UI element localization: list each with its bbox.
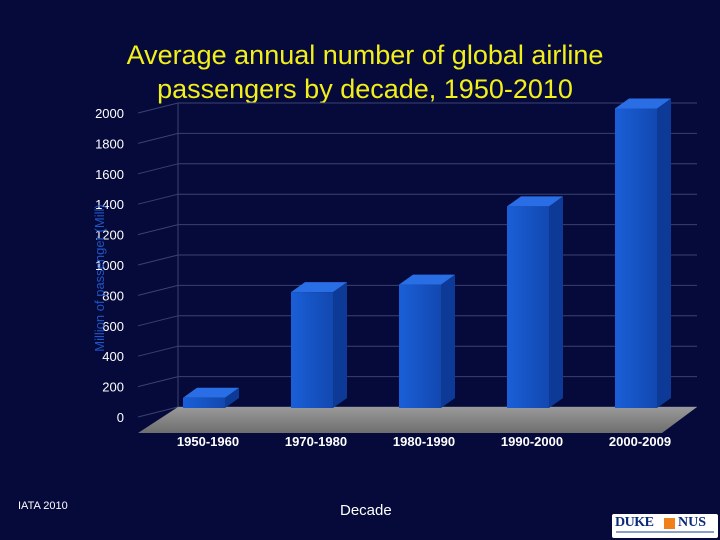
duke-nus-logo: DUKE NUS <box>612 514 718 538</box>
source-note: IATA 2010 <box>18 500 68 512</box>
bar <box>615 98 671 408</box>
logo-nus-text: NUS <box>678 515 707 530</box>
bar-side <box>549 196 563 408</box>
logo-mark-icon <box>664 518 675 529</box>
x-tick-labels: 1950-1960 1970-1980 1980-1990 1990-2000 2000… <box>177 434 671 449</box>
y-tick-label: 400 <box>102 349 124 364</box>
x-tick-label: 1970-1980 <box>285 434 347 449</box>
bar <box>291 282 347 408</box>
bars <box>183 98 671 408</box>
bar-top <box>399 274 455 285</box>
bar <box>183 387 239 408</box>
x-tick-label: 1950-1960 <box>177 434 239 449</box>
x-axis-label: Decade <box>340 502 392 519</box>
y-tick-label: 1000 <box>95 258 124 273</box>
y-tick-label: 1600 <box>95 167 124 182</box>
bar-front <box>399 284 441 408</box>
bar-front <box>291 292 333 408</box>
bar-side <box>225 387 239 408</box>
bar-side <box>333 282 347 408</box>
y-tick-label: 1200 <box>95 228 124 243</box>
bar-top <box>615 98 671 109</box>
y-tick-label: 2000 <box>95 106 124 121</box>
x-tick-label: 2000-2009 <box>609 434 671 449</box>
y-tick-label: 0 <box>117 410 124 425</box>
bar-top <box>507 196 563 207</box>
bar-top <box>291 282 347 293</box>
y-tick-label: 1800 <box>95 136 124 151</box>
bar-side <box>441 274 455 408</box>
chart-floor <box>138 407 697 433</box>
bar-side <box>657 98 671 408</box>
chart-title: Average annual number of global airline … <box>126 40 604 104</box>
x-tick-label: 1980-1990 <box>393 434 455 449</box>
bar-front <box>615 108 657 408</box>
y-tick-labels: 0 200 400 600 800 1000 1200 1400 1600 1800 2000 <box>95 106 124 425</box>
bar <box>399 274 455 408</box>
logo-subtitle-line <box>616 531 714 533</box>
bar <box>507 196 563 408</box>
logo-duke-text: DUKE <box>615 515 654 530</box>
y-axis-label: Million of passenger (Mill) <box>92 204 107 351</box>
bar-top <box>183 387 239 398</box>
y-tick-label: 800 <box>102 288 124 303</box>
floor-plane <box>138 407 697 433</box>
bar-front <box>183 397 225 408</box>
bar-front <box>507 206 549 408</box>
y-tick-label: 600 <box>102 319 124 334</box>
y-tick-label: 1400 <box>95 197 124 212</box>
y-tick-label: 200 <box>102 380 124 395</box>
x-tick-label: 1990-2000 <box>501 434 563 449</box>
